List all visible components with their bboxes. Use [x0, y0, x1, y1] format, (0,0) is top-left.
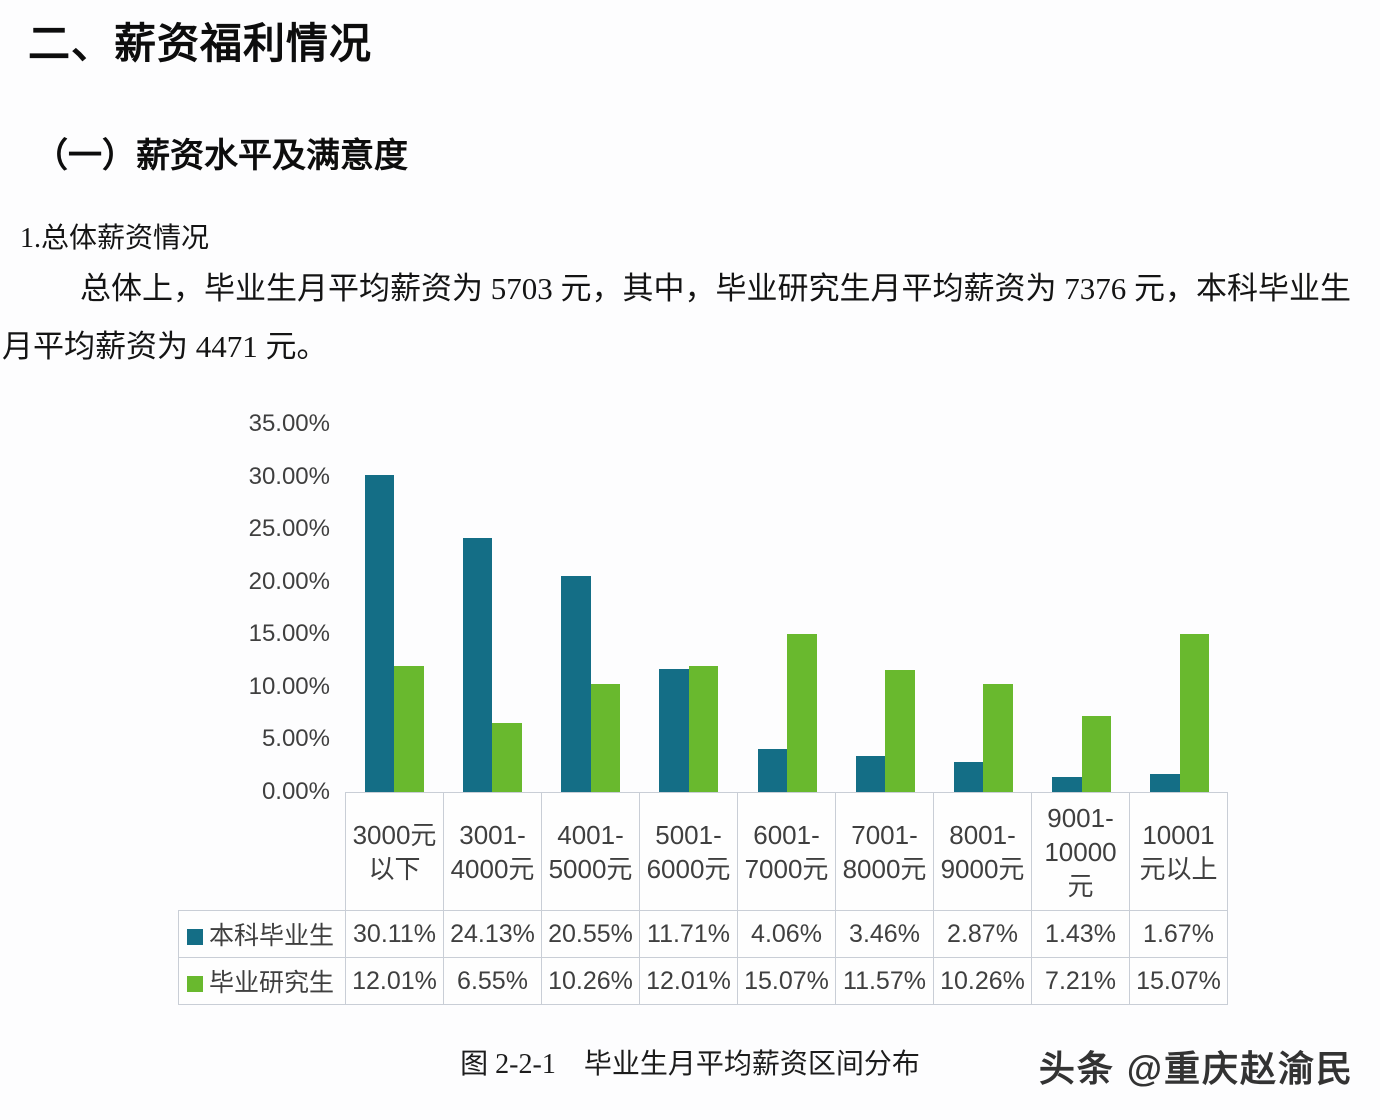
legend-毕业研究生: 毕业研究生	[178, 957, 346, 1005]
value-毕业研究生-7001-8000元: 11.57%	[835, 957, 934, 1005]
plot-area	[345, 424, 1229, 792]
y-axis-label: 0.00%	[261, 778, 330, 805]
y-axis-label: 10.00%	[248, 672, 330, 700]
y-axis-label: 5.00%	[261, 725, 330, 753]
value-本科毕业生-4001-5000元: 20.55%	[541, 910, 640, 958]
bar-毕业研究生-9001-10000元	[1081, 716, 1112, 792]
chart-data-table: 3000元 以下 3001- 4000元 4001- 5000元 5001- 6000元 600…	[178, 792, 1228, 1005]
category-header-5001-6000元: 5001- 6000元	[639, 792, 738, 911]
category-header-7001-8000元: 7001- 8000元	[835, 792, 934, 911]
table-blank-corner	[179, 793, 346, 911]
category-header-4001-5000元: 4001- 5000元	[541, 792, 640, 911]
category-header-9001-10000元: 9001- 10000 元	[1031, 792, 1130, 911]
value-本科毕业生-9001-10000元: 1.43%	[1031, 910, 1130, 958]
y-axis-label: 30.00%	[248, 462, 330, 490]
value-毕业研究生-3000元以下: 12.01%	[345, 957, 444, 1005]
category-header-8001-9000元: 8001- 9000元	[933, 792, 1032, 911]
subsection-title: （一）薪资水平及满意度	[34, 138, 408, 175]
y-axis-label: 20.00%	[248, 567, 330, 595]
category-header-3000元以下: 3000元 以下	[345, 792, 444, 911]
section-title: 二、薪资福利情况	[28, 22, 373, 68]
value-本科毕业生-7001-8000元: 3.46%	[835, 910, 934, 958]
table-row-毕业研究生: 毕业研究生 12.01% 6.55% 10.26% 12.01% 15.07% 11.57%…	[178, 957, 1228, 1005]
body-paragraph: 总体上，毕业生月平均薪资为 5703 元，其中，毕业研究生月平均薪资为 7376…	[2, 271, 1351, 364]
bar-本科毕业生-4001-5000元	[561, 575, 591, 792]
legend-swatch-icon	[187, 976, 203, 992]
item-heading: 1.总体薪资情况	[20, 223, 210, 254]
table-header-row: 3000元 以下 3001- 4000元 4001- 5000元 5001- 6000元 600…	[179, 792, 1228, 911]
bar-毕业研究生-7001-8000元	[885, 670, 915, 792]
bar-毕业研究生-3001-4000元	[492, 723, 522, 792]
value-毕业研究生-5001-6000元: 12.01%	[639, 957, 738, 1005]
bar-毕业研究生-3000元以下	[394, 665, 424, 792]
bar-毕业研究生-5001-6000元	[688, 665, 719, 792]
legend-swatch-icon	[187, 929, 203, 945]
bar-毕业研究生-4001-5000元	[590, 684, 621, 792]
table-row-本科毕业生: 本科毕业生 30.11% 24.13% 20.55% 11.71% 4.06% 3.46% 2…	[178, 910, 1228, 958]
bar-本科毕业生-3000元以下	[364, 475, 395, 792]
value-本科毕业生-3000元以下: 30.11%	[345, 910, 444, 958]
bar-本科毕业生-5001-6000元	[659, 668, 689, 792]
value-毕业研究生-4001-5000元: 10.26%	[541, 957, 640, 1005]
bar-本科毕业生-3001-4000元	[462, 538, 493, 792]
value-毕业研究生-6001-7000元: 15.07%	[737, 957, 836, 1005]
value-本科毕业生-3001-4000元: 24.13%	[443, 910, 542, 958]
y-axis-label: 15.00%	[248, 620, 330, 648]
bar-本科毕业生-8001-9000元	[953, 761, 984, 792]
legend-本科毕业生: 本科毕业生	[178, 910, 346, 958]
bar-本科毕业生-6001-7000元	[757, 749, 787, 792]
figure-caption: 图 2-2-1 毕业生月平均薪资区间分布	[460, 1049, 920, 1080]
bar-本科毕业生-10001元以上	[1150, 774, 1180, 792]
value-本科毕业生-6001-7000元: 4.06%	[737, 910, 836, 958]
watermark: 头条 @重庆赵渝民	[1038, 1048, 1354, 1089]
bar-毕业研究生-8001-9000元	[983, 684, 1013, 792]
value-毕业研究生-10001元以上: 15.07%	[1129, 957, 1228, 1005]
category-header-3001-4000元: 3001- 4000元	[443, 792, 542, 911]
category-header-10001元以上: 10001 元以上	[1129, 792, 1228, 911]
bar-本科毕业生-9001-10000元	[1052, 777, 1082, 792]
category-header-6001-7000元: 6001- 7000元	[737, 792, 836, 911]
bar-毕业研究生-6001-7000元	[787, 633, 817, 792]
value-毕业研究生-3001-4000元: 6.55%	[443, 957, 542, 1005]
value-毕业研究生-9001-10000元: 7.21%	[1031, 957, 1130, 1005]
y-axis-label: 25.00%	[248, 515, 330, 543]
value-本科毕业生-5001-6000元: 11.71%	[639, 910, 738, 958]
value-本科毕业生-8001-9000元: 2.87%	[933, 910, 1032, 958]
bar-毕业研究生-10001元以上	[1179, 633, 1210, 792]
bar-本科毕业生-7001-8000元	[855, 755, 886, 792]
value-本科毕业生-10001元以上: 1.67%	[1129, 910, 1228, 958]
y-axis-label: 35.00%	[248, 410, 330, 437]
value-毕业研究生-8001-9000元: 10.26%	[933, 957, 1032, 1005]
